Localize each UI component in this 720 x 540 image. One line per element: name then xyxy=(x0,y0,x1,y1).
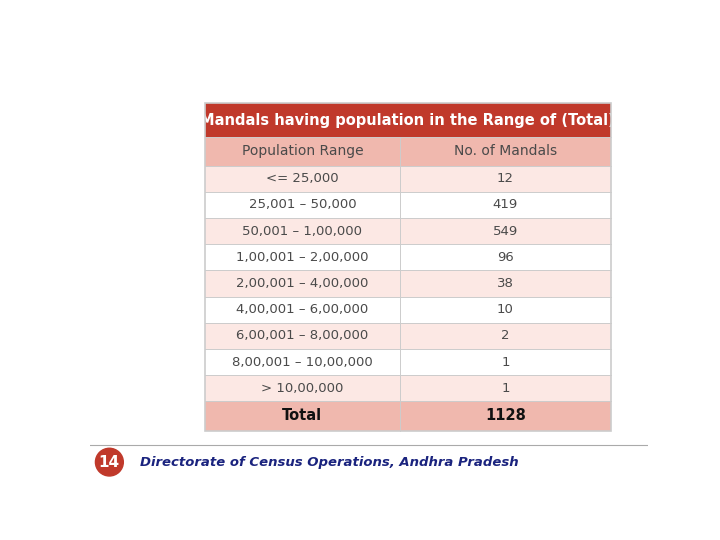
Bar xyxy=(204,375,611,401)
Text: 14: 14 xyxy=(99,455,120,470)
Bar xyxy=(204,271,611,296)
Bar xyxy=(204,103,611,137)
Bar xyxy=(204,296,611,323)
Text: 1: 1 xyxy=(501,382,510,395)
Bar xyxy=(204,218,611,244)
Text: 1,00,001 – 2,00,000: 1,00,001 – 2,00,000 xyxy=(236,251,369,264)
Bar xyxy=(204,192,611,218)
Text: Population Range: Population Range xyxy=(241,144,363,158)
Text: 549: 549 xyxy=(492,225,518,238)
Text: 8,00,001 – 10,00,000: 8,00,001 – 10,00,000 xyxy=(232,355,373,368)
Text: 96: 96 xyxy=(497,251,514,264)
Text: No. of Mandals: No. of Mandals xyxy=(454,144,557,158)
Bar xyxy=(204,323,611,349)
Bar xyxy=(204,349,611,375)
Text: 6,00,001 – 8,00,000: 6,00,001 – 8,00,000 xyxy=(236,329,369,342)
Text: 4,00,001 – 6,00,000: 4,00,001 – 6,00,000 xyxy=(236,303,369,316)
Circle shape xyxy=(96,448,123,476)
Text: 38: 38 xyxy=(497,277,514,290)
Bar xyxy=(204,166,611,192)
Text: > 10,00,000: > 10,00,000 xyxy=(261,382,343,395)
Bar xyxy=(204,137,611,166)
Text: 12: 12 xyxy=(497,172,514,185)
Text: 25,001 – 50,000: 25,001 – 50,000 xyxy=(248,198,356,212)
Bar xyxy=(204,244,611,271)
Text: 10: 10 xyxy=(497,303,514,316)
Text: Total: Total xyxy=(282,408,323,423)
Text: <= 25,000: <= 25,000 xyxy=(266,172,338,185)
Text: 2,00,001 – 4,00,000: 2,00,001 – 4,00,000 xyxy=(236,277,369,290)
Bar xyxy=(204,103,611,430)
Text: 1128: 1128 xyxy=(485,408,526,423)
Text: Mandals having population in the Range of (Total): Mandals having population in the Range o… xyxy=(200,113,615,128)
Bar xyxy=(204,401,611,430)
Text: 50,001 – 1,00,000: 50,001 – 1,00,000 xyxy=(243,225,362,238)
Text: 2: 2 xyxy=(501,329,510,342)
Text: Directorate of Census Operations, Andhra Pradesh: Directorate of Census Operations, Andhra… xyxy=(140,456,519,469)
Text: 1: 1 xyxy=(501,355,510,368)
Text: 419: 419 xyxy=(492,198,518,212)
